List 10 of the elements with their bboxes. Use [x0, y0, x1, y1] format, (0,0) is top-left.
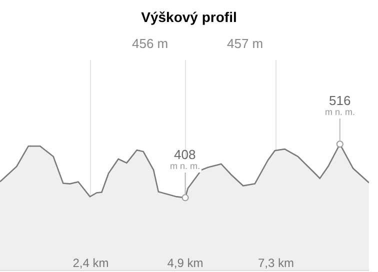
data-label: 408 — [174, 147, 196, 162]
x-tick-label: 7,3 km — [258, 256, 294, 270]
text: m n. m. — [325, 107, 356, 117]
x-tick-label: 4,9 km — [167, 256, 204, 270]
chart-title: Výškový profil — [141, 8, 237, 25]
text: 456 m — [132, 36, 168, 51]
data-label: 516 — [329, 93, 351, 108]
text: 457 m — [227, 36, 264, 51]
x-tick-label: 2,4 km — [72, 256, 109, 270]
annotation: m n. m. — [170, 161, 200, 171]
